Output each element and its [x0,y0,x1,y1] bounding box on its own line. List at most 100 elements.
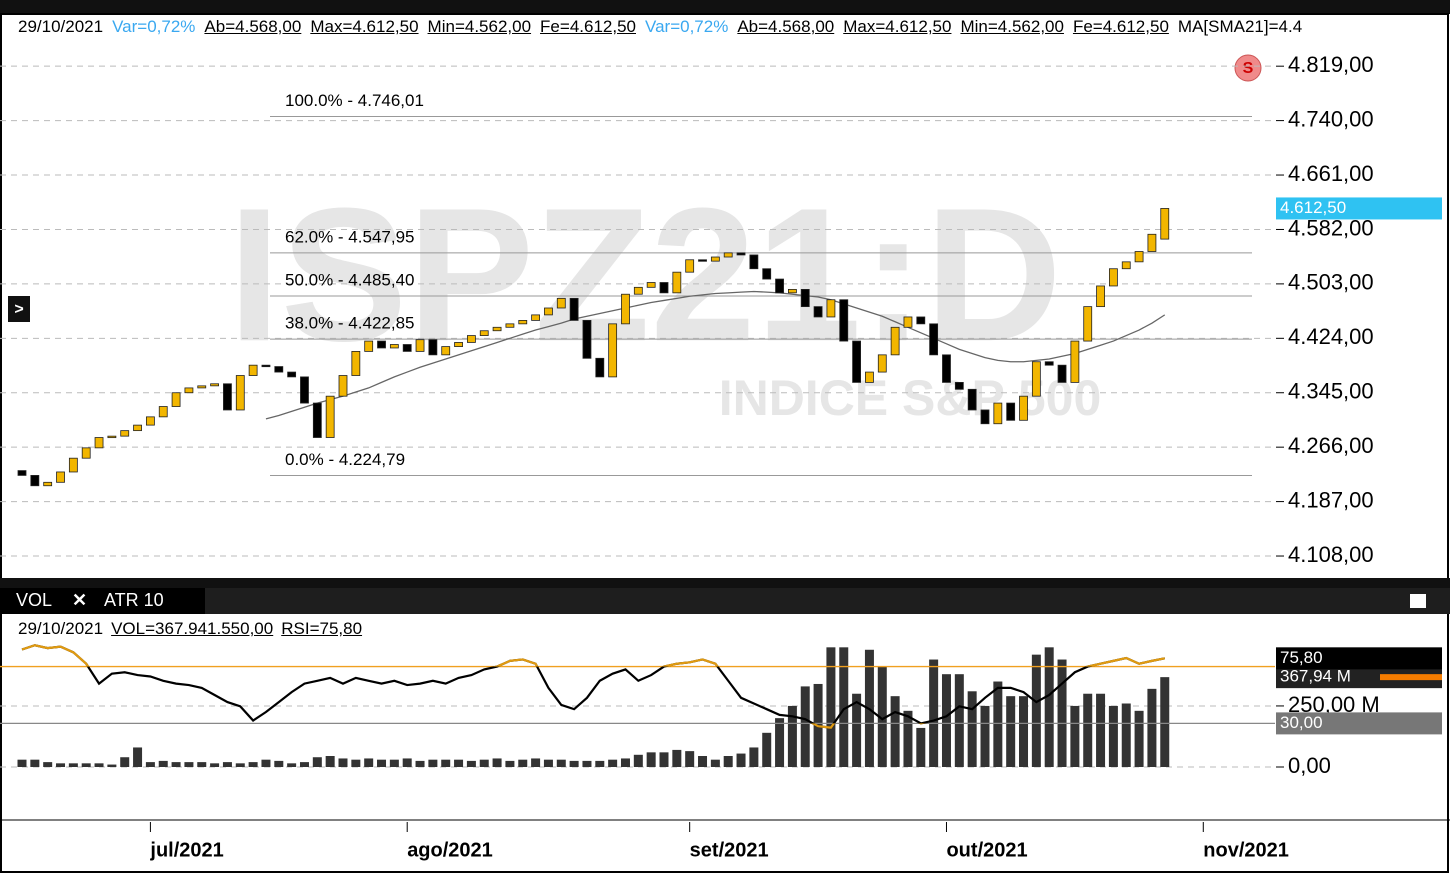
candle [492,326,502,332]
volume-bar [466,760,476,767]
volume-bar [377,759,387,767]
candle [235,375,245,411]
header: 29/10/2021 Var=0,72% Ab=4.568,00 Max=4.612,… [18,14,1448,40]
candle [1057,364,1067,383]
fib-label: 100.0% - 4.746,01 [285,91,424,110]
x-tick-label: set/2021 [690,839,769,861]
header-item: Ab=4.568,00 [204,17,302,36]
volume-bar [1134,710,1144,767]
volume-bar [556,759,566,767]
volume-bar [826,647,836,767]
candle [826,299,836,318]
candle [942,354,951,383]
volume-bar [171,762,181,767]
candle [556,297,566,309]
x-tick-label: nov/2021 [1203,839,1289,861]
volume-bar [1147,688,1157,767]
volume-bar [800,686,810,767]
volume-bar [954,674,964,767]
volume-bar [993,681,1003,767]
fib-label: 0.0% - 4.224,79 [285,450,405,469]
candle [890,326,900,356]
side-toggle[interactable] [8,296,30,322]
candle [248,364,258,376]
candle [1121,261,1131,270]
candle [120,430,130,437]
candle [274,366,284,373]
volume-bar [1121,703,1131,767]
volume-bar [967,691,977,767]
candle [865,371,874,383]
volume-bar [1070,705,1080,767]
volume-bar [620,758,630,767]
header-item: Ab=4.568,00 [737,17,835,36]
volume-bar [980,705,990,767]
candle [377,340,386,349]
candle [710,256,720,262]
volume-bar [30,759,40,767]
candle [1070,340,1080,383]
candle [1109,268,1118,287]
candle [595,357,605,378]
candle [980,409,990,425]
volume-bar [94,763,104,767]
candle [133,424,142,432]
candle [1083,306,1093,342]
volume-bar [389,759,399,767]
candle [852,340,861,383]
volume-bar [248,762,258,767]
candle [171,392,181,407]
candle [518,320,528,325]
volume-bar [299,762,309,767]
volume-bar [338,758,348,767]
x-tick-label: jul/2021 [149,839,223,861]
volume-bar [531,758,541,767]
header-item: Fe=4.612,50 [1072,17,1169,36]
volume-bar [274,760,284,767]
candle [903,316,913,328]
volume-bar [1057,659,1067,767]
y-tick-label: 0,00 [1288,753,1331,778]
volume-bar [222,762,232,767]
candle [633,286,643,295]
volume-bar [1108,705,1118,767]
candle [184,387,194,394]
volume-bar [235,763,245,767]
volume-bar [325,756,335,767]
volume-bar [749,747,759,767]
candle [749,254,759,270]
candle [389,344,399,349]
candle [954,382,964,390]
volume-bar [1031,654,1041,767]
volume-bar [582,760,592,767]
volume-bar [210,763,220,767]
header-item: MA[SMA21]=4.4 [1177,17,1303,36]
volume-bar [505,760,515,767]
tabs [0,588,205,614]
volume-bar [646,752,656,767]
header-item: Var=0,72% [112,17,196,36]
candle [621,293,630,325]
volume-marker [1380,674,1442,681]
volume-bar [184,762,194,767]
volume-bar [197,762,207,767]
rsi-last-label: 75,80 [1280,648,1323,667]
volume-bar [158,760,168,767]
volume-bar [890,696,900,767]
maximize[interactable] [1410,594,1426,608]
volume-bar [543,759,553,767]
header-item: Min=4.562,00 [960,17,1064,36]
volume-bar [492,758,502,767]
tab-close[interactable]: ✕ [72,590,87,610]
volume-bar [402,758,412,767]
candle [223,383,232,411]
rsi-value: =75,80 [309,619,363,638]
rsi-tick-tag [1276,712,1442,735]
volume-bar [595,760,605,767]
volume-bar [1019,696,1029,767]
signal-icon[interactable] [1234,54,1262,82]
candle [466,335,476,343]
rsi-name: RSI [281,619,310,638]
